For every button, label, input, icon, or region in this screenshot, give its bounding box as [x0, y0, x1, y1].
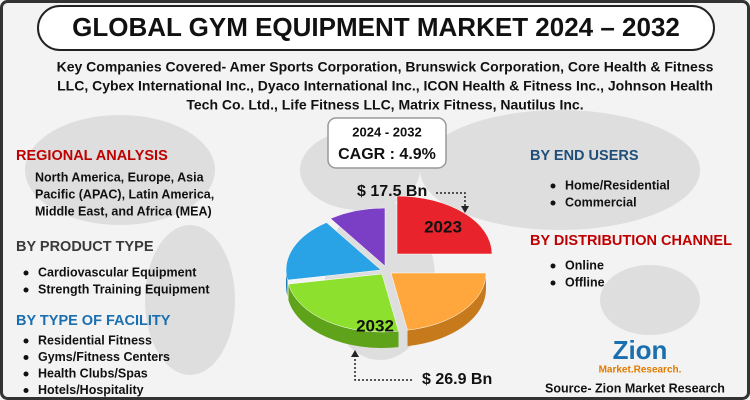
section-title: BY DISTRIBUTION CHANNEL [530, 233, 732, 249]
section-title: BY PRODUCT TYPE [16, 239, 154, 255]
section-title: BY TYPE OF FACILITY [16, 313, 171, 329]
list-item: Cardiovascular Equipment [38, 265, 197, 279]
list-item: Residential Fitness [38, 333, 152, 347]
section-text: Middle East, and Africa (MEA) [35, 204, 212, 218]
world-map [25, 110, 700, 375]
pie-wedge [390, 272, 487, 331]
section-title: REGIONAL ANALYSIS [16, 148, 168, 164]
pointer [436, 192, 466, 208]
title-pill [37, 5, 715, 51]
logo-sub: Market.Research. [599, 365, 682, 376]
section-text: Pacific (APAC), Latin America, [35, 187, 214, 201]
bullet [23, 287, 29, 293]
pointer [354, 355, 412, 381]
section-title: BY END USERS [530, 148, 639, 164]
list-item: Strength Training Equipment [38, 282, 210, 296]
bullet [550, 183, 556, 189]
list-item: Online [565, 258, 604, 272]
list-item: Commercial [565, 195, 637, 209]
list-item: Gyms/Fitness Centers [38, 350, 170, 364]
market-value: $ 17.5 Bn [357, 183, 427, 200]
pie-side [288, 284, 399, 348]
bullet [550, 200, 556, 206]
bullet [23, 371, 29, 377]
bullet [23, 355, 29, 360]
pie-wedge [396, 195, 493, 255]
pie-chart [285, 195, 493, 348]
section-text: North America, Europe, Asia [35, 170, 205, 184]
list-item: Health Clubs/Spas [38, 366, 148, 380]
year-label: 2032 [356, 316, 394, 335]
pie-wedge [330, 207, 386, 267]
cagr-box [327, 117, 447, 169]
cagr-period: 2024 - 2032 [352, 124, 421, 139]
title: GLOBAL GYM EQUIPMENT MARKET 2024 – 2032 [72, 12, 680, 42]
cagr-value: CAGR : 4.9% [338, 146, 436, 163]
pie-wedge [285, 222, 382, 281]
arrow [461, 206, 469, 213]
pie-side [407, 273, 486, 347]
bullet [550, 263, 556, 269]
logo: Zion [613, 335, 668, 365]
companies-line: Key Companies Covered- Amer Sports Corpo… [57, 59, 714, 75]
list-item: Hotels/Hospitality [38, 383, 144, 397]
year-label: 2023 [424, 217, 462, 236]
bullet [550, 280, 556, 286]
bullet [23, 270, 29, 276]
arrow [351, 350, 359, 357]
market-value: $ 26.9 Bn [422, 371, 492, 388]
bullet [23, 388, 29, 393]
list-item: Offline [565, 275, 605, 289]
list-item: Home/Residential [565, 178, 670, 192]
companies-line: LLC, Cybex International Inc., Dyaco Int… [57, 78, 713, 94]
companies-line: Tech Co. Ltd., Life Fitness LLC, Matrix … [186, 97, 583, 113]
bullet [23, 338, 29, 344]
pie-wedge [288, 273, 399, 333]
source: Source- Zion Market Research [545, 381, 725, 395]
